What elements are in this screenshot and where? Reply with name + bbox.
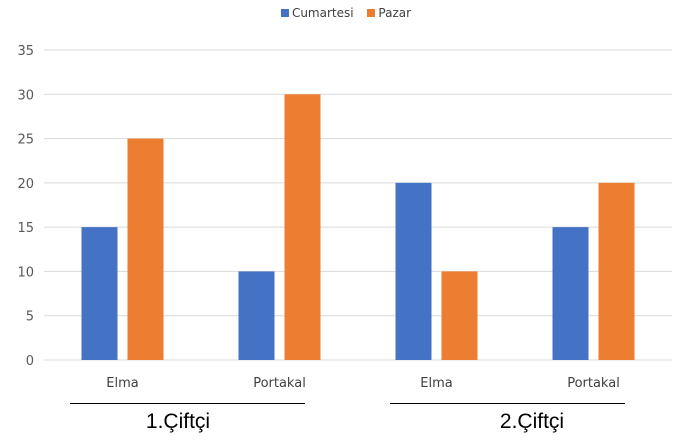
group-underline-1 [70,403,305,404]
legend-swatch-pazar [367,9,376,17]
y-tick-label: 25 [17,133,34,148]
y-tick-label: 0 [26,354,34,369]
bar-pazar-2 [441,271,478,360]
legend-item-cumartesi: Cumartesi [280,6,354,20]
y-tick-label: 20 [17,177,34,192]
bar-pazar-1 [284,94,321,361]
legend-item-pazar: Pazar [367,6,411,20]
x-tick-label: Portakal [253,376,306,391]
y-tick-label: 5 [26,310,34,325]
x-tick-label: Elma [106,376,138,391]
bar-cumartesi-2 [395,182,432,360]
bar-cumartesi-0 [81,227,118,360]
bar-pazar-0 [127,138,164,360]
x-tick-label: Elma [420,376,452,391]
group-underline-2 [390,403,625,404]
y-tick-label: 15 [17,221,34,236]
y-tick-label: 30 [17,88,34,103]
x-tick-label: Portakal [567,376,620,391]
bar-pazar-3 [598,182,635,360]
legend: Cumartesi Pazar [0,6,692,20]
bar-cumartesi-3 [552,227,589,360]
bar-cumartesi-1 [238,271,275,360]
group-label-1: 1.Çiftçi [145,410,211,433]
y-tick-label: 10 [17,265,34,280]
legend-label-pazar: Pazar [378,6,412,20]
group-label-2: 2.Çiftçi [499,410,565,433]
y-tick-label: 35 [17,44,34,59]
legend-label-cumartesi: Cumartesi [291,6,354,20]
legend-swatch-cumartesi [280,9,289,17]
